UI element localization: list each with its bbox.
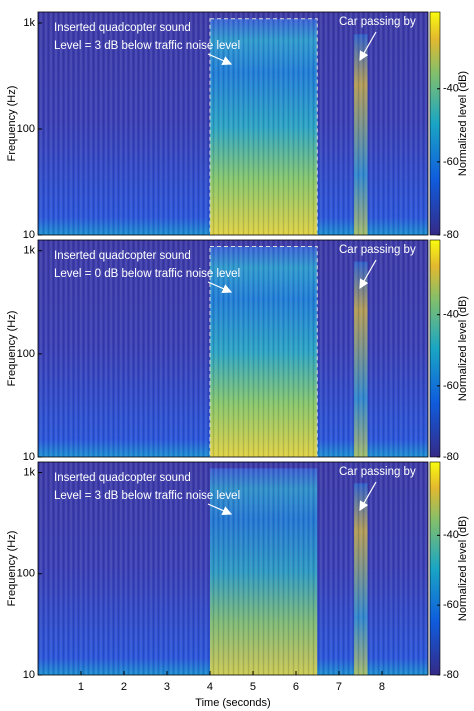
annotation: Level = 3 dB below traffic noise level	[54, 40, 240, 52]
plot-frame	[37, 11, 429, 236]
colorbar-tick-label: -60	[443, 599, 459, 611]
x-tick-label: 6	[293, 681, 299, 693]
x-tick-label: 8	[379, 681, 385, 693]
colorbar-tick-label: -40	[443, 309, 459, 321]
y-axis-label: Frequency (Hz)	[6, 531, 18, 607]
annotation: Inserted quadcopter sound	[54, 22, 191, 34]
y-tick-label: 100	[17, 123, 35, 135]
annotation: Inserted quadcopter sound	[54, 472, 191, 484]
colorbar-tick-label: -80	[443, 229, 459, 241]
texture	[38, 240, 428, 457]
y-axis-label: Frequency (Hz)	[6, 86, 18, 162]
texture	[38, 12, 428, 235]
x-tick-label: 2	[121, 681, 127, 693]
y-tick-label: 10	[23, 669, 35, 681]
annotation-arrow	[359, 31, 377, 62]
plot-frame	[37, 239, 429, 458]
x-tick-label: 7	[336, 681, 342, 693]
x-tick-label: 4	[207, 681, 213, 693]
annotation: Inserted quadcopter sound	[54, 250, 191, 262]
colorbar-tick-label: -80	[443, 669, 459, 681]
annotation-arrow	[359, 481, 377, 512]
annotation: Car passing by	[339, 16, 416, 28]
x-axis-label: Time (seconds)	[195, 697, 270, 709]
x-tick-label: 1	[78, 681, 84, 693]
annotation-arrow	[207, 53, 233, 66]
colorbar-tick-label: -40	[443, 83, 459, 95]
colorbar-label: Normalized level (dB)	[457, 296, 469, 401]
y-tick-label: 1k	[23, 466, 35, 478]
colorbar-tick-label: -60	[443, 156, 459, 168]
y-tick-label: 100	[17, 348, 35, 360]
colorbar-label: Normalized level (dB)	[457, 71, 469, 176]
annotation-arrow	[207, 503, 233, 516]
colorbar	[429, 239, 441, 458]
y-axis-label: Frequency (Hz)	[6, 311, 18, 387]
colorbar-tick-label: -40	[443, 529, 459, 541]
colorbar	[429, 461, 441, 676]
y-tick-label: 10	[23, 451, 35, 463]
annotation: Level = 3 dB below traffic noise level	[54, 490, 240, 502]
y-tick-label: 1k	[23, 245, 35, 257]
annotation-arrow	[359, 259, 377, 290]
x-tick-label: 5	[250, 681, 256, 693]
colorbar	[429, 11, 441, 236]
annotation: Car passing by	[339, 244, 416, 256]
colorbar-label: Normalized level (dB)	[457, 516, 469, 621]
colorbar-tick-label: -60	[443, 380, 459, 392]
annotation: Level = 0 dB below traffic noise level	[54, 268, 240, 280]
annotation: Car passing by	[339, 466, 416, 478]
y-tick-label: 10	[23, 229, 35, 241]
texture	[38, 462, 428, 675]
y-tick-label: 100	[17, 568, 35, 580]
annotation-arrow	[207, 281, 233, 294]
plot-frame	[37, 461, 429, 676]
y-tick-label: 1k	[23, 17, 35, 29]
x-tick-label: 3	[164, 681, 170, 693]
colorbar-tick-label: -80	[443, 451, 459, 463]
